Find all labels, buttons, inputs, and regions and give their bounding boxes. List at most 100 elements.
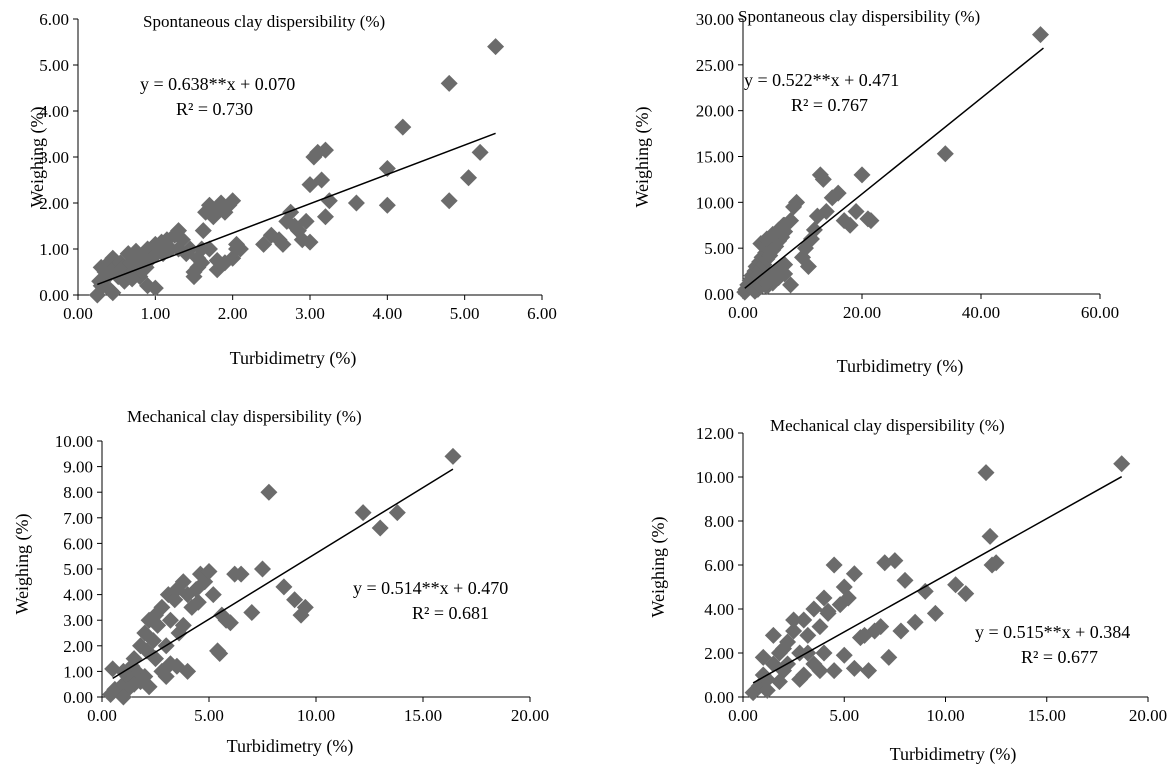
data-point bbox=[825, 662, 843, 680]
r-squared-label: R² = 0.730 bbox=[176, 99, 253, 119]
y-tick-label: 4.00 bbox=[39, 102, 69, 121]
data-point bbox=[144, 632, 162, 650]
trendline-equation: y = 0.522**x + 0.471 bbox=[744, 70, 899, 90]
data-point bbox=[782, 276, 800, 294]
y-tick-label: 2.00 bbox=[63, 637, 93, 656]
data-point bbox=[845, 659, 863, 677]
trendline-equation: y = 0.638**x + 0.070 bbox=[140, 74, 295, 94]
y-tick-label: 2.00 bbox=[704, 644, 734, 663]
x-tick-label: 0.00 bbox=[728, 303, 758, 322]
x-tick-label: 5.00 bbox=[450, 304, 480, 323]
data-point bbox=[179, 662, 197, 680]
data-point bbox=[200, 563, 218, 581]
x-tick-label: 6.00 bbox=[527, 304, 557, 323]
data-point bbox=[282, 203, 300, 221]
data-point bbox=[841, 216, 859, 234]
chart-spontaneous-left: Spontaneous clay dispersibility (%) y = … bbox=[27, 10, 557, 369]
trendline bbox=[752, 476, 1123, 684]
x-tick-label: 40.00 bbox=[962, 303, 1000, 322]
data-point bbox=[782, 212, 800, 230]
data-point bbox=[758, 681, 776, 699]
data-point bbox=[829, 184, 847, 202]
y-tick-label: 9.00 bbox=[63, 458, 93, 477]
data-point bbox=[316, 208, 334, 226]
data-point bbox=[839, 589, 857, 607]
data-point bbox=[194, 222, 212, 240]
trendline bbox=[744, 47, 1044, 289]
y-tick-label: 8.00 bbox=[63, 483, 93, 502]
data-point bbox=[211, 644, 229, 662]
data-point bbox=[886, 552, 904, 570]
data-point bbox=[819, 602, 837, 620]
data-point bbox=[754, 648, 772, 666]
data-point bbox=[296, 598, 314, 616]
x-tick-label: 5.00 bbox=[829, 706, 859, 725]
data-point bbox=[174, 616, 192, 634]
data-point bbox=[805, 221, 823, 239]
data-point bbox=[140, 678, 158, 696]
data-point bbox=[313, 171, 331, 189]
data-point bbox=[987, 554, 1005, 572]
data-point bbox=[204, 586, 222, 604]
data-point bbox=[471, 143, 489, 161]
y-tick-label: 4.00 bbox=[63, 586, 93, 605]
y-axis-label: Weighing (%) bbox=[632, 106, 653, 207]
y-tick-label: 6.00 bbox=[39, 10, 69, 29]
data-point bbox=[880, 648, 898, 666]
r-squared-label: R² = 0.677 bbox=[1021, 647, 1098, 667]
chart-title: Mechanical clay dispersibility (%) bbox=[770, 416, 1005, 435]
chart-title: Mechanical clay dispersibility (%) bbox=[127, 407, 362, 426]
y-tick-label: 6.00 bbox=[63, 534, 93, 553]
data-point bbox=[123, 270, 141, 288]
data-point bbox=[274, 235, 292, 253]
x-tick-label: 10.00 bbox=[297, 706, 335, 725]
x-tick-label: 0.00 bbox=[63, 304, 93, 323]
data-point bbox=[232, 565, 250, 583]
data-point bbox=[153, 598, 171, 616]
trendline bbox=[112, 468, 454, 680]
y-axis-label: Weighing (%) bbox=[27, 106, 48, 207]
x-tick-label: 15.00 bbox=[1028, 706, 1066, 725]
data-point bbox=[977, 464, 995, 482]
data-point bbox=[758, 670, 776, 688]
data-point bbox=[286, 591, 304, 609]
y-tick-label: 10.00 bbox=[696, 468, 734, 487]
x-axis-label: Turbidimetry (%) bbox=[890, 744, 1017, 765]
data-point bbox=[224, 249, 242, 267]
data-point bbox=[174, 573, 192, 591]
y-tick-label: 5.00 bbox=[704, 239, 734, 258]
data-point bbox=[440, 74, 458, 92]
data-point bbox=[936, 145, 954, 163]
data-point bbox=[835, 646, 853, 664]
data-point bbox=[785, 622, 803, 640]
y-tick-label: 0.00 bbox=[704, 285, 734, 304]
data-point bbox=[149, 616, 167, 634]
data-point bbox=[775, 640, 792, 658]
data-point bbox=[208, 252, 226, 269]
data-point bbox=[378, 196, 396, 214]
data-point bbox=[981, 527, 999, 545]
data-point bbox=[440, 192, 458, 210]
data-point bbox=[104, 660, 122, 678]
data-point bbox=[811, 618, 829, 636]
chart-spontaneous-right: Spontaneous clay dispersibility (%) y = … bbox=[632, 7, 1119, 377]
y-tick-label: 3.00 bbox=[63, 611, 93, 630]
data-point bbox=[817, 203, 835, 220]
data-point bbox=[221, 614, 239, 632]
data-point bbox=[791, 670, 809, 688]
y-tick-label: 4.00 bbox=[704, 600, 734, 619]
y-axis-label: Weighing (%) bbox=[12, 513, 33, 614]
data-point bbox=[444, 447, 462, 465]
data-point bbox=[228, 240, 246, 258]
x-tick-label: 5.00 bbox=[194, 706, 224, 725]
trendline bbox=[97, 132, 496, 286]
data-point bbox=[189, 249, 207, 267]
data-point bbox=[1113, 455, 1131, 473]
data-point bbox=[185, 263, 203, 281]
chart-title: Spontaneous clay dispersibility (%) bbox=[738, 7, 980, 26]
data-point bbox=[957, 585, 975, 603]
data-point bbox=[224, 192, 242, 210]
data-point bbox=[788, 193, 806, 211]
x-axis-label: Turbidimetry (%) bbox=[227, 736, 354, 757]
data-point bbox=[216, 254, 234, 272]
